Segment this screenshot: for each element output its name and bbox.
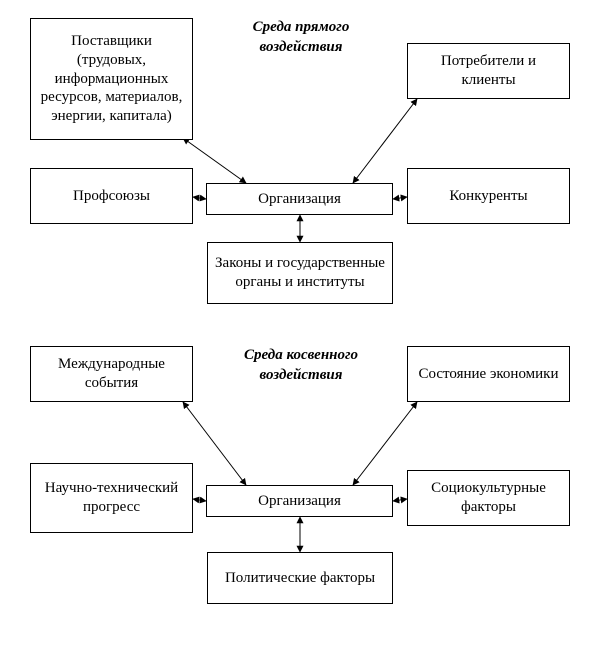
section-title-0: Среда прямого воздействия [216, 18, 386, 57]
node-consumers: Потребители и клиенты [407, 43, 570, 99]
node-suppliers: Поставщики (трудовых, информационных рес… [30, 18, 193, 140]
center-box-0: Организация [206, 183, 393, 215]
node-economy: Состояние экономики [407, 346, 570, 402]
node-unions: Профсоюзы [30, 168, 193, 224]
node-scitech: Научно-технический прогресс [30, 463, 193, 533]
node-sociocult: Социокультурные факторы [407, 470, 570, 526]
node-political: Политические факторы [207, 552, 393, 604]
edge-1-2 [193, 499, 206, 501]
node-competitors: Конкуренты [407, 168, 570, 224]
edge-0-2 [193, 197, 206, 199]
edge-0-3 [393, 197, 407, 199]
section-title-1: Среда косвенного воздействия [216, 346, 386, 385]
center-box-1: Организация [206, 485, 393, 517]
node-laws: Законы и государственные органы и инстит… [207, 242, 393, 304]
node-intl: Международные события [30, 346, 193, 402]
edge-1-3 [393, 499, 407, 501]
